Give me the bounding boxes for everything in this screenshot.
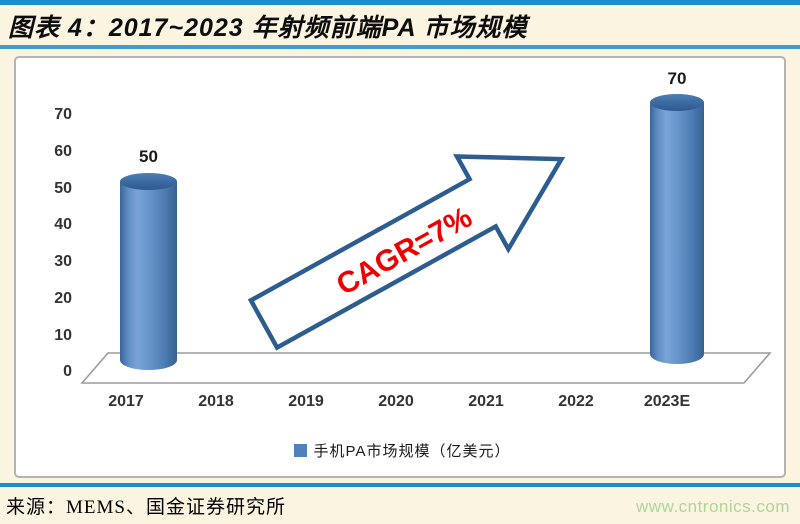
bar-value-label-2017: 50	[139, 147, 158, 166]
top-accent-line	[0, 0, 800, 5]
bottom-accent-line	[0, 483, 800, 487]
bar-2017	[120, 182, 177, 370]
figure-title: 图表 4：2017~2023 年射频前端PA 市场规模	[8, 14, 528, 42]
y-tick: 30	[54, 253, 72, 270]
y-tick: 0	[63, 363, 72, 380]
bar-2017-top	[120, 173, 177, 190]
cagr-annotation: CAGR=7%	[331, 201, 478, 302]
chart-area: 70 60 50 40 30 20 10 0 50 70 CAGR=7% 201…	[14, 56, 786, 478]
x-tick-2022: 2022	[558, 393, 594, 410]
legend-swatch-icon	[293, 443, 307, 457]
x-tick-2019: 2019	[288, 393, 324, 410]
website-link[interactable]: www.cntronics.com	[636, 497, 790, 516]
y-tick: 20	[54, 290, 72, 307]
y-tick: 50	[54, 180, 72, 197]
bar-2023e	[650, 102, 704, 364]
chart-legend: 手机PA市场规模（亿美元）	[16, 440, 788, 460]
x-tick-2020: 2020	[378, 393, 414, 410]
bar-2023e-top	[650, 94, 704, 111]
bar-value-label-2023e: 70	[667, 69, 687, 88]
source-text: 来源：MEMS、国金证券研究所	[6, 497, 286, 518]
x-tick-2021: 2021	[468, 393, 504, 410]
x-tick-2017: 2017	[108, 393, 144, 410]
x-tick-2023e: 2023E	[643, 393, 691, 410]
y-tick: 40	[54, 216, 72, 233]
y-tick: 60	[54, 143, 72, 160]
y-tick: 10	[54, 327, 72, 344]
x-tick-2018: 2018	[198, 393, 234, 410]
title-underline	[0, 45, 800, 49]
legend-label: 手机PA市场规模（亿美元）	[313, 442, 511, 460]
y-tick: 70	[54, 106, 72, 123]
